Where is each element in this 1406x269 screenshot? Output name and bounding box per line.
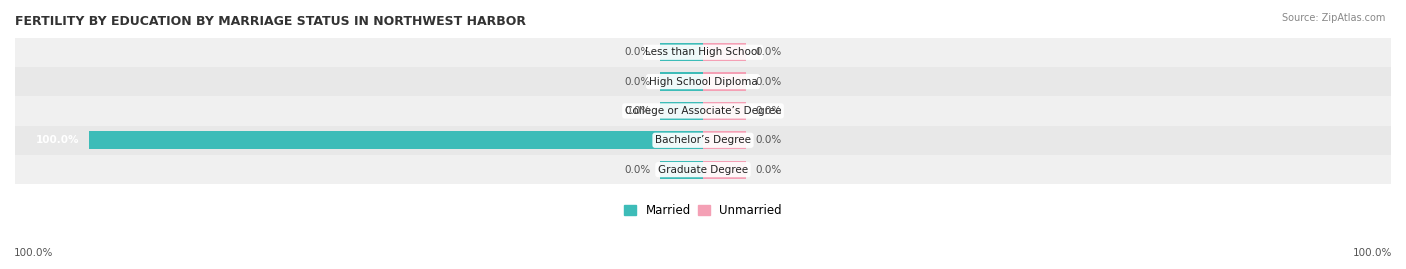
Text: 0.0%: 0.0% (755, 135, 782, 145)
Text: 0.0%: 0.0% (624, 77, 651, 87)
Bar (659, 102, 703, 120)
Bar (659, 161, 703, 179)
Legend: Married, Unmarried: Married, Unmarried (620, 199, 786, 222)
Text: 100.0%: 100.0% (1353, 248, 1392, 258)
Bar (703, 73, 747, 91)
Text: 0.0%: 0.0% (755, 47, 782, 57)
Text: 0.0%: 0.0% (624, 47, 651, 57)
Bar (659, 43, 703, 61)
Text: Source: ZipAtlas.com: Source: ZipAtlas.com (1281, 13, 1385, 23)
Text: Bachelor’s Degree: Bachelor’s Degree (655, 135, 751, 145)
Bar (0, 96, 1406, 126)
Bar (0, 155, 1406, 184)
Bar (703, 131, 747, 149)
Bar (0, 38, 1406, 67)
Text: FERTILITY BY EDUCATION BY MARRIAGE STATUS IN NORTHWEST HARBOR: FERTILITY BY EDUCATION BY MARRIAGE STATU… (15, 15, 526, 28)
Text: 0.0%: 0.0% (755, 106, 782, 116)
Bar (659, 73, 703, 91)
Text: College or Associate’s Degree: College or Associate’s Degree (624, 106, 782, 116)
Bar (89, 131, 703, 149)
Text: 100.0%: 100.0% (37, 135, 80, 145)
Bar (703, 161, 747, 179)
Text: High School Diploma: High School Diploma (648, 77, 758, 87)
Text: Graduate Degree: Graduate Degree (658, 165, 748, 175)
Text: 100.0%: 100.0% (14, 248, 53, 258)
Bar (0, 67, 1406, 96)
Bar (703, 102, 747, 120)
Text: 0.0%: 0.0% (624, 106, 651, 116)
Text: 0.0%: 0.0% (755, 165, 782, 175)
Bar (703, 43, 747, 61)
Text: Less than High School: Less than High School (645, 47, 761, 57)
Text: 0.0%: 0.0% (755, 77, 782, 87)
Text: 0.0%: 0.0% (624, 165, 651, 175)
Bar (0, 126, 1406, 155)
